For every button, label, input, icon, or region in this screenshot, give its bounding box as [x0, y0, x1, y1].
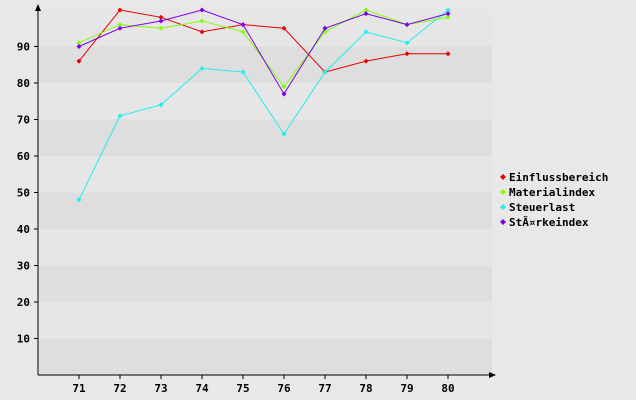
data-point: [404, 51, 410, 57]
data-point: [240, 29, 246, 35]
data-point: [76, 58, 82, 64]
y-tick-label: 60: [17, 150, 30, 163]
data-point: [117, 113, 123, 119]
data-point: [363, 58, 369, 64]
grid-band: [39, 46, 492, 83]
data-point: [76, 197, 82, 203]
data-point: [445, 11, 451, 17]
data-point: [281, 131, 287, 137]
x-tick-label: 72: [113, 382, 126, 395]
legend-label: Materialindex: [509, 186, 595, 199]
x-tick-label: 76: [277, 382, 291, 395]
data-point: [445, 7, 451, 13]
y-tick-label: 30: [17, 260, 30, 273]
grid-band: [39, 338, 492, 375]
x-tick-label: 71: [72, 382, 86, 395]
x-axis-ticks: 71 72 73 74 75 76 77 78 79 80: [72, 375, 455, 395]
data-point: [281, 84, 287, 90]
y-tick-label: 70: [17, 114, 30, 127]
data-point: [445, 14, 451, 20]
y-tick-label: 80: [17, 77, 30, 90]
data-point: [445, 51, 451, 57]
series-line: [78, 9, 449, 201]
series-3: [76, 7, 451, 97]
y-tick-label: 90: [17, 41, 30, 54]
series-layer: [76, 7, 451, 203]
data-point: [363, 11, 369, 17]
data-point: [199, 18, 205, 24]
x-tick-label: 79: [400, 382, 413, 395]
grid-band: [39, 10, 492, 47]
data-point: [117, 22, 123, 28]
grid-band: [39, 119, 492, 156]
legend-marker: [500, 219, 506, 225]
legend-label: StÃ¤rkeindex: [509, 216, 589, 229]
y-tick-label: 20: [17, 296, 30, 309]
data-point: [240, 69, 246, 75]
data-point: [158, 14, 164, 20]
legend-marker: [500, 174, 506, 180]
chart-axes: [35, 4, 496, 378]
data-point: [363, 7, 369, 13]
y-tick-label: 50: [17, 187, 30, 200]
data-point: [281, 25, 287, 31]
grid-band: [39, 192, 492, 229]
series-line: [78, 9, 448, 73]
x-tick-label: 77: [318, 382, 331, 395]
data-point: [76, 44, 82, 49]
data-point: [199, 29, 205, 35]
grid-band: [39, 83, 492, 120]
data-point: [281, 91, 287, 97]
y-axis-ticks: 10 20 30 40 50 60 70 80 90: [17, 41, 38, 346]
series-line: [78, 9, 449, 95]
y-tick-label: 10: [17, 333, 30, 346]
data-point: [158, 18, 164, 24]
data-point: [363, 29, 369, 35]
data-point: [158, 102, 164, 108]
data-point: [322, 25, 328, 31]
x-tick-label: 73: [154, 382, 167, 395]
y-tick-label: 40: [17, 223, 30, 236]
x-tick-label: 78: [359, 382, 372, 395]
grid-band: [39, 265, 492, 302]
series-2: [76, 7, 451, 203]
data-point: [404, 22, 410, 28]
grid-band: [39, 229, 492, 266]
data-point: [199, 7, 205, 13]
data-point: [158, 25, 164, 31]
grid-band: [39, 156, 492, 193]
legend-label: Steuerlast: [509, 201, 575, 214]
data-point: [240, 22, 246, 28]
legend: Einflussbereich Materialindex Steuerlast St…: [500, 171, 608, 229]
legend-marker: [500, 204, 506, 210]
x-axis-arrow: [489, 372, 496, 378]
plot-background-bands: [39, 10, 492, 375]
x-tick-label: 80: [441, 382, 454, 395]
data-point: [404, 40, 410, 46]
data-point: [76, 40, 82, 46]
data-point: [322, 69, 328, 75]
x-tick-label: 75: [236, 382, 249, 395]
legend-marker: [500, 189, 506, 195]
grid-band: [39, 302, 492, 339]
x-tick-label: 74: [195, 382, 209, 395]
data-point: [117, 7, 123, 13]
data-point: [199, 65, 205, 71]
data-point: [117, 25, 123, 31]
legend-label: Einflussbereich: [509, 171, 608, 184]
y-axis-arrow: [35, 4, 41, 11]
